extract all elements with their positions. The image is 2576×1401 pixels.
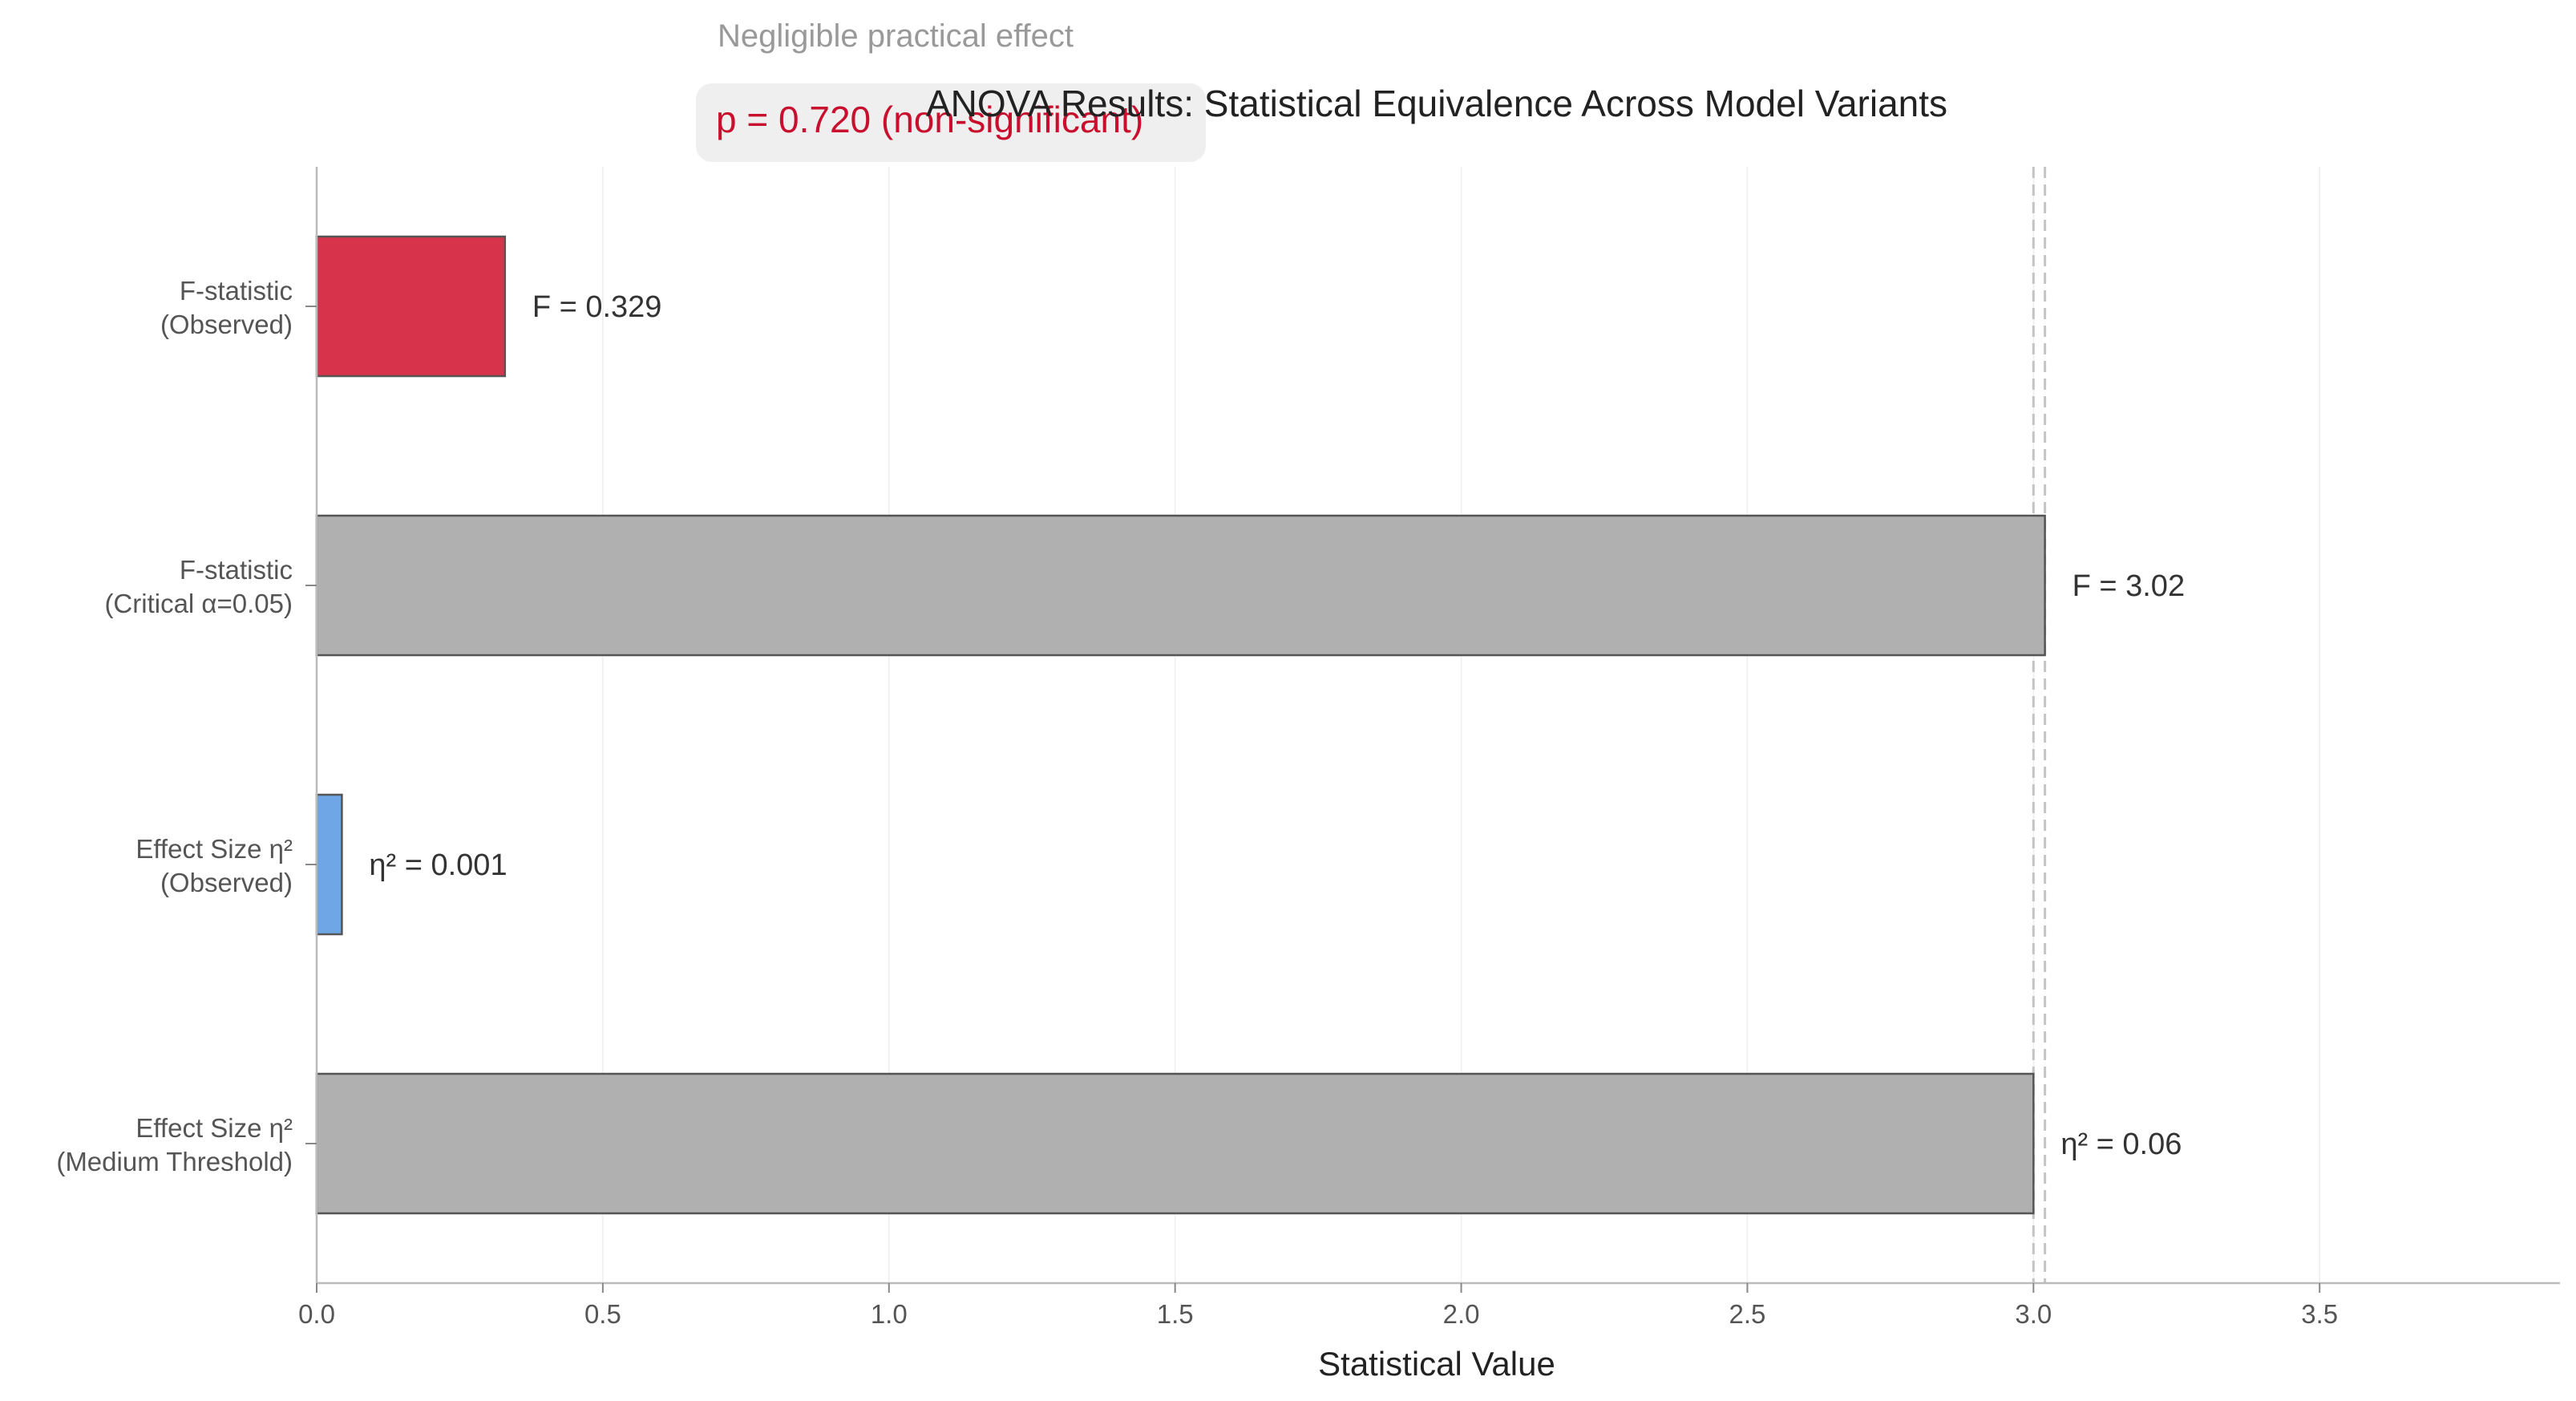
bar — [315, 793, 343, 936]
data-label: η² = 0.06 — [2060, 1128, 2182, 1161]
y-category-label-line: F-statistic — [180, 276, 293, 306]
x-tick-label: 3.0 — [2015, 1299, 2052, 1329]
x-tick-label: 0.0 — [298, 1299, 335, 1329]
bar — [315, 1072, 2035, 1215]
y-category-label-line: (Observed) — [160, 310, 293, 339]
labels: F = 0.329 F = 3.02 η² = 0.001 η² = 0.06 0.0 0… — [56, 276, 2338, 1329]
x-tick-label: 0.5 — [584, 1299, 621, 1329]
bars — [315, 235, 2046, 1215]
y-category-label-line: (Medium Threshold) — [56, 1147, 293, 1176]
reference-lines — [2032, 167, 2047, 1283]
y-category-label-line: Effect Size η² — [135, 1113, 293, 1143]
y-category-label: Effect Size η² (Observed) — [135, 834, 293, 897]
y-category-label: Effect Size η² (Medium Threshold) — [56, 1113, 293, 1176]
axes — [305, 167, 2560, 1293]
x-axis-title: Statistical Value — [1318, 1345, 1555, 1383]
x-tick-label: 1.5 — [1157, 1299, 1194, 1329]
data-label: F = 3.02 — [2073, 569, 2185, 603]
chart-title: ANOVA Results: Statistical Equivalence A… — [926, 83, 1947, 124]
x-tick-label: 3.5 — [2301, 1299, 2338, 1329]
bar — [315, 235, 507, 378]
bar — [315, 514, 2046, 657]
y-category-label: F-statistic (Critical α=0.05) — [104, 555, 293, 618]
x-tick-label: 2.0 — [1443, 1299, 1480, 1329]
data-label: η² = 0.001 — [369, 848, 507, 882]
data-label: F = 0.329 — [532, 290, 662, 324]
y-category-label: F-statistic (Observed) — [160, 276, 293, 339]
y-category-label-line: Effect Size η² — [135, 834, 293, 864]
y-category-label-line: (Critical α=0.05) — [104, 589, 293, 618]
y-category-label-line: (Observed) — [160, 868, 293, 897]
x-tick-label: 2.5 — [1729, 1299, 1766, 1329]
effect-note: Negligible practical effect — [718, 18, 1074, 54]
p-value-box — [696, 83, 1206, 162]
x-tick-label: 1.0 — [871, 1299, 908, 1329]
p-value-annotation: p = 0.720 (non-significant) — [716, 99, 1143, 140]
y-category-label-line: F-statistic — [180, 555, 293, 585]
